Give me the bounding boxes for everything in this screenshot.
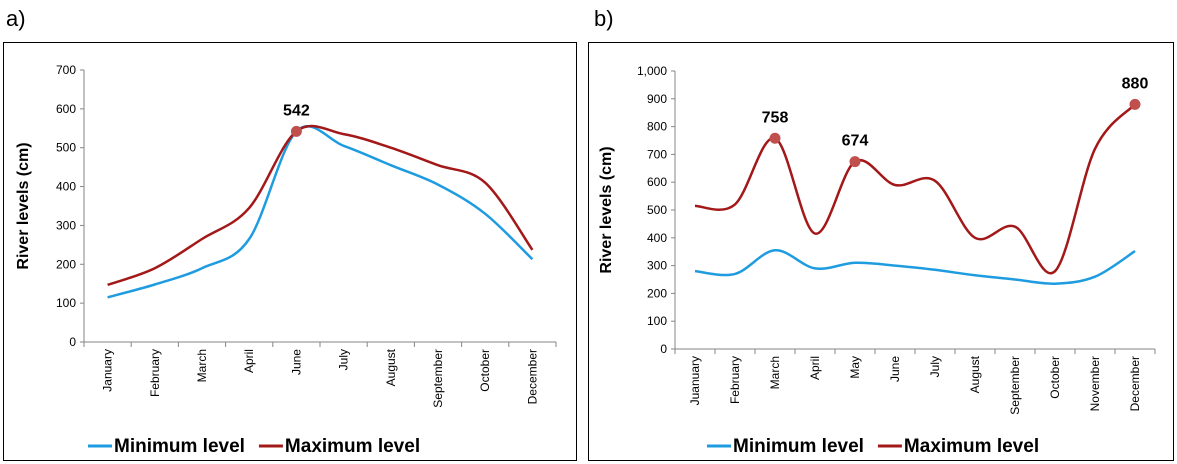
a-series-line-minimum (107, 125, 534, 299)
b-legend-label-maximum: Maximum level (904, 436, 1039, 457)
b-x-tick-label: Juanuary (688, 356, 702, 405)
panel-b-frame: 0 100 200 300 400 500 600 700 800 900 1,000 Juanuar… (588, 42, 1174, 461)
a-x-tick-label: January (101, 349, 115, 392)
a-x-tick-label: April (242, 349, 256, 373)
a-x-tick-label: December (525, 349, 539, 404)
a-data-label: 542 (283, 102, 310, 119)
b-x-tick-label: June (888, 356, 902, 382)
a-legend-label-maximum: Maximum level (285, 436, 420, 457)
a-y-tick-label: 0 (69, 335, 76, 349)
a-x-tick-label: June (289, 349, 303, 375)
a-y-tick-label: 400 (56, 180, 76, 194)
b-data-point-marker (1129, 98, 1141, 110)
a-y-tick-label: 700 (56, 63, 76, 77)
a-y-tick-label: 100 (56, 296, 76, 310)
b-data-label: 674 (842, 133, 869, 150)
b-y-tick-label: 900 (647, 92, 667, 106)
a-legend-label-minimum: Minimum level (114, 436, 245, 457)
b-series-line-minimum (694, 249, 1136, 285)
b-x-tick-label: May (848, 356, 862, 379)
b-y-tick-label: 300 (647, 259, 667, 273)
panel-a-label: a) (6, 6, 26, 31)
b-y-tick-label: 700 (647, 147, 667, 161)
panel-a-frame: 0 100 200 300 400 500 600 700 January February Mar… (3, 42, 577, 461)
b-y-tick-label: 600 (647, 175, 667, 189)
chart-a: 0 100 200 300 400 500 600 700 January February Mar… (15, 63, 557, 457)
b-data-label: 880 (1122, 75, 1149, 92)
a-y-tick-label: 300 (56, 218, 76, 232)
b-x-tick-label: July (928, 356, 942, 377)
a-y-axis-title: River levels (cm) (15, 142, 32, 269)
b-y-tick-label: 200 (647, 286, 667, 300)
a-x-tick-label: March (195, 349, 209, 382)
a-data-point-marker (290, 125, 302, 137)
b-y-tick-label: 800 (647, 120, 667, 134)
b-data-label: 758 (762, 109, 789, 126)
b-x-tick-label: October (1048, 356, 1062, 399)
a-x-tick-label: February (148, 349, 162, 397)
a-x-tick-label: September (431, 349, 445, 408)
b-x-tick-label: February (728, 356, 742, 404)
b-y-tick-label: 1,000 (637, 64, 667, 78)
b-y-tick-label: 0 (660, 342, 667, 356)
panel-b-label: b) (594, 6, 614, 31)
b-x-tick-label: March (768, 356, 782, 389)
b-y-tick-label: 400 (647, 231, 667, 245)
chart-b: 0 100 200 300 400 500 600 700 800 900 1,000 Juanuar… (598, 64, 1156, 457)
b-series-line-maximum (694, 103, 1136, 275)
b-data-point-marker (769, 132, 781, 144)
b-legend-label-minimum: Minimum level (733, 436, 864, 457)
a-y-tick-label: 200 (56, 257, 76, 271)
a-x-tick-label: July (337, 349, 351, 370)
b-y-tick-label: 100 (647, 314, 667, 328)
b-x-tick-label: September (1008, 356, 1022, 415)
a-x-tick-label: October (478, 349, 492, 392)
b-x-tick-label: April (808, 356, 822, 380)
a-series-line-maximum (107, 124, 534, 287)
a-y-tick-label: 500 (56, 141, 76, 155)
b-data-point-marker (849, 156, 861, 168)
a-x-tick-label: August (384, 348, 398, 386)
b-y-axis-title: River levels (cm) (598, 146, 615, 273)
a-y-tick-label: 600 (56, 102, 76, 116)
b-y-tick-label: 500 (647, 203, 667, 217)
b-x-tick-label: December (1128, 356, 1142, 411)
b-x-tick-label: November (1088, 356, 1102, 411)
b-x-tick-label: August (968, 355, 982, 393)
